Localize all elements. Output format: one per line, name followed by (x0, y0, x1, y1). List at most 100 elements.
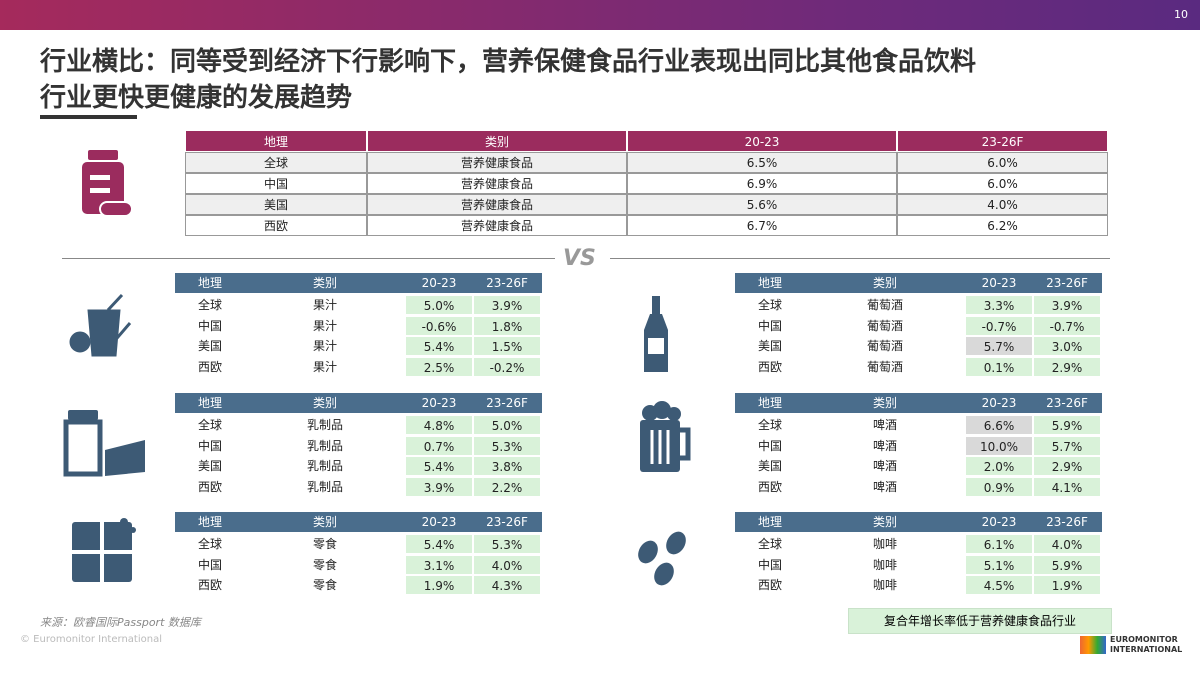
table-cell: 6.6% (965, 415, 1033, 435)
table-cell: -0.7% (1033, 315, 1101, 336)
table-cell: 5.9% (1033, 554, 1101, 575)
table-cell: 葡萄酒 (866, 298, 903, 312)
table-cell: 3.1% (405, 554, 473, 575)
table-cell: -0.7% (965, 315, 1033, 336)
header-cell: 23-26F (897, 130, 1108, 152)
table-cell: 2.9% (1033, 356, 1101, 377)
header-cell: 20-23 (627, 130, 897, 152)
logo: EUROMONITOR INTERNATIONAL (1110, 635, 1182, 655)
table-cell: 中国 (197, 438, 222, 453)
juice-icon (69, 293, 132, 357)
table-cell: 全球 (197, 418, 222, 432)
header-cell: 类别 (872, 276, 897, 290)
table-cell: 3.9% (1033, 295, 1101, 315)
table-cell: 5.4% (405, 336, 473, 356)
dairy-icon (63, 410, 145, 477)
header-band (175, 512, 542, 532)
header-cell: 20-23 (981, 515, 1017, 529)
table-cell: 3.8% (473, 456, 541, 476)
table-cell: 5.6% (627, 194, 897, 215)
table-cell: 4.8% (405, 415, 473, 435)
header-cell: 地理 (757, 276, 782, 290)
logo-text: INTERNATIONAL (1110, 645, 1183, 654)
header-cell: 23-26F (1046, 515, 1088, 529)
table-cell: 中国 (185, 173, 367, 194)
table-cell: 全球 (757, 418, 782, 432)
header-cell: 地理 (197, 396, 222, 410)
table-cell: 4.0% (1033, 534, 1101, 554)
table-cell: 西欧 (197, 359, 222, 374)
header-band (175, 393, 542, 413)
table-cell: 西欧 (757, 479, 782, 494)
header-cell: 地理 (197, 515, 222, 529)
table-cell: 5.7% (1033, 435, 1101, 456)
header-cell: 地理 (197, 276, 222, 290)
header-cell: 23-26F (1046, 396, 1088, 410)
table-cell: 2.2% (473, 476, 541, 497)
divider (62, 258, 555, 259)
table-cell: 3.3% (965, 295, 1033, 315)
beer-icon (640, 401, 691, 472)
header-cell: 类别 (312, 515, 337, 529)
table-cell: 6.5% (627, 152, 897, 173)
table-cell: 10.0% (965, 435, 1033, 456)
table-cell: 啤酒 (872, 479, 897, 494)
table-cell: 美国 (185, 194, 367, 215)
header-cell: 20-23 (421, 276, 457, 290)
table-cell: 4.0% (473, 554, 541, 575)
title-line: 行业横比：同等受到经济下行影响下，营养保健食品行业表现出同比其他食品饮料 (40, 47, 977, 77)
table-cell: 全球 (197, 537, 222, 551)
table-cell: 4.3% (473, 575, 541, 595)
table-cell: 西欧 (197, 479, 222, 494)
table-cell: 5.3% (473, 534, 541, 554)
table-cell: 4.0% (897, 194, 1108, 215)
table-cell: 全球 (757, 537, 782, 551)
title: 行业横比：同等受到经济下行影响下，营养保健食品行业表现出同比其他食品饮料 行业更… (40, 44, 976, 116)
table-cell: 咖啡 (872, 578, 897, 592)
header-cell: 20-23 (421, 515, 457, 529)
page-number: 10 (1174, 8, 1188, 21)
supplement-icon (82, 150, 133, 217)
table-cell: 啤酒 (872, 438, 897, 453)
table-cell: 中国 (197, 318, 222, 333)
table-cell: 6.9% (627, 173, 897, 194)
header-cell: 类别 (312, 276, 337, 290)
title-underline (40, 115, 137, 119)
header-cell: 20-23 (981, 276, 1017, 290)
title-line: 行业更快更健康的发展趋势 (40, 83, 353, 113)
header-band (735, 393, 1102, 413)
table-cell: 0.9% (965, 476, 1033, 497)
header-cell: 类别 (312, 396, 337, 410)
header-cell: 23-26F (486, 396, 528, 410)
table-cell: 2.5% (405, 356, 473, 377)
header-cell: 类别 (367, 130, 627, 152)
table-cell: 美国 (757, 339, 782, 353)
table-cell: 营养健康食品 (367, 173, 627, 194)
table-cell: 零食 (312, 557, 337, 572)
table-cell: 中国 (757, 557, 782, 572)
wine-icon (644, 296, 668, 372)
header-cell: 23-26F (486, 276, 528, 290)
table-cell: 西欧 (197, 578, 222, 592)
table-cell: 6.0% (897, 152, 1108, 173)
table-cell: 5.1% (965, 554, 1033, 575)
divider (610, 258, 1110, 259)
table-cell: 果汁 (312, 359, 337, 374)
table-cell: 中国 (757, 318, 782, 333)
table-cell: 1.5% (473, 336, 541, 356)
header-cell: 地理 (185, 130, 367, 152)
header-cell: 类别 (872, 515, 897, 529)
logo-mark (1080, 636, 1106, 654)
table-cell: 葡萄酒 (866, 318, 903, 333)
table-cell: 1.8% (473, 315, 541, 336)
table-cell: 美国 (757, 459, 782, 473)
table-cell: 4.1% (1033, 476, 1101, 497)
table-cell: 乳制品 (306, 438, 343, 453)
table-cell: 乳制品 (306, 479, 343, 494)
table-cell: 1.9% (405, 575, 473, 595)
table-cell: 1.9% (1033, 575, 1101, 595)
table-cell: 西欧 (757, 359, 782, 374)
table-cell: 6.2% (897, 215, 1108, 236)
